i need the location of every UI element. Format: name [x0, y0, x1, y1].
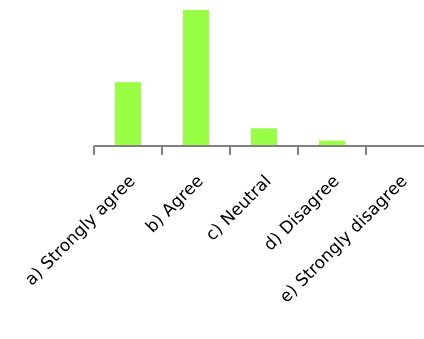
x-tick-label: b) Agree — [142, 171, 208, 237]
x-axis — [93, 145, 424, 155]
x-tick-label: c) Neutral — [202, 171, 276, 245]
x-tick-label: e) Strongly disagree — [276, 171, 412, 307]
bar-3 — [251, 128, 277, 146]
bar-1 — [115, 82, 141, 146]
bars-group — [115, 10, 345, 146]
bar-4 — [319, 140, 345, 146]
x-tick-label: a) Strongly agree — [21, 171, 139, 289]
bar-2 — [183, 10, 209, 146]
